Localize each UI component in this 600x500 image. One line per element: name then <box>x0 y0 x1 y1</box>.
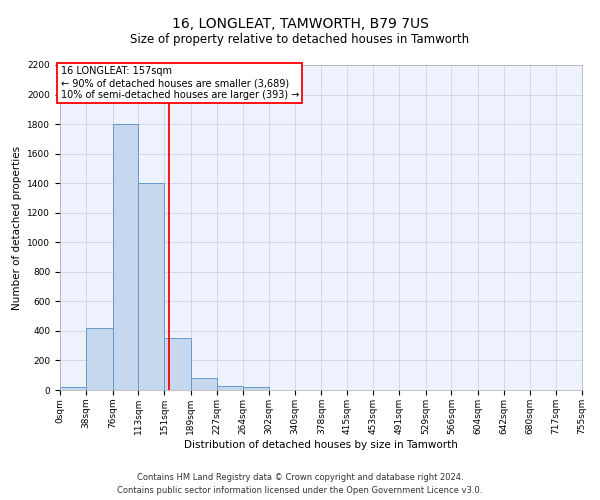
Text: Size of property relative to detached houses in Tamworth: Size of property relative to detached ho… <box>130 32 470 46</box>
Text: Contains HM Land Registry data © Crown copyright and database right 2024.: Contains HM Land Registry data © Crown c… <box>137 472 463 482</box>
Text: 16 LONGLEAT: 157sqm
← 90% of detached houses are smaller (3,689)
10% of semi-det: 16 LONGLEAT: 157sqm ← 90% of detached ho… <box>61 66 299 100</box>
Bar <box>242 387 269 390</box>
Bar <box>217 386 242 390</box>
Bar <box>86 328 113 390</box>
Bar <box>60 387 86 390</box>
Text: 16, LONGLEAT, TAMWORTH, B79 7US: 16, LONGLEAT, TAMWORTH, B79 7US <box>172 18 428 32</box>
Bar <box>191 378 217 390</box>
Bar <box>164 338 191 390</box>
X-axis label: Distribution of detached houses by size in Tamworth: Distribution of detached houses by size … <box>184 440 458 450</box>
Text: Contains public sector information licensed under the Open Government Licence v3: Contains public sector information licen… <box>118 486 482 495</box>
Bar <box>138 183 164 390</box>
Bar <box>113 124 138 390</box>
Y-axis label: Number of detached properties: Number of detached properties <box>12 146 22 310</box>
